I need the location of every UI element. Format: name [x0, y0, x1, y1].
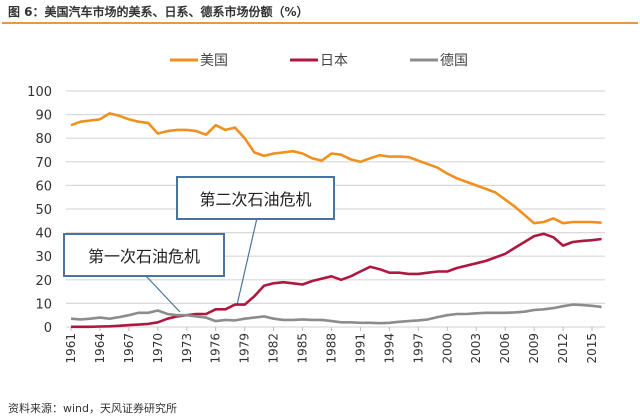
- x-tick-label: 1964: [93, 333, 107, 364]
- y-tick-label: 50: [35, 203, 52, 218]
- y-tick-label: 100: [27, 85, 52, 100]
- x-tick-label: 1967: [122, 333, 136, 364]
- y-tick-label: 0: [44, 321, 52, 336]
- x-tick-label: 1976: [209, 333, 223, 364]
- x-tick-label: 2012: [556, 333, 570, 364]
- x-tick-label: 1973: [180, 333, 194, 364]
- x-tick-label: 2006: [498, 333, 512, 364]
- y-tick-label: 40: [35, 227, 52, 242]
- x-tick-label: 1979: [238, 333, 252, 364]
- line-chart: 0 10 20 30 40 50 60 70 80 90 100 1961 1964 1967 1970 19…: [27, 53, 605, 364]
- x-tick-label: 2003: [469, 333, 483, 364]
- annotation-first-oil-crisis: 第一次石油危机: [63, 233, 225, 277]
- series-line-1: [70, 112, 602, 225]
- y-tick-label: 10: [35, 297, 52, 312]
- legend-label: 美国: [200, 53, 228, 69]
- x-tick-label: 1970: [151, 333, 165, 364]
- x-tick-label: 1961: [64, 333, 78, 364]
- series-line-2: [71, 232, 602, 329]
- x-tick-label: 2009: [527, 333, 541, 364]
- x-tick-label: 1982: [267, 333, 281, 364]
- callout-pointer: [236, 217, 258, 306]
- y-tick-label: 90: [35, 109, 52, 124]
- annotation-second-oil-crisis: 第二次石油危机: [176, 176, 335, 220]
- title-divider: [2, 22, 638, 24]
- y-tick-label: 60: [35, 179, 52, 194]
- callout-pointer: [144, 274, 181, 313]
- y-tick-label: 80: [35, 132, 52, 147]
- x-tick-label: 1988: [325, 333, 339, 364]
- x-tick-label: 2015: [585, 333, 599, 364]
- y-tick-label: 70: [35, 156, 52, 171]
- series-line-3: [70, 303, 602, 325]
- y-tick-label: 20: [35, 274, 52, 289]
- x-tick-label: 1985: [296, 333, 310, 364]
- x-tick-label: 1994: [382, 333, 396, 364]
- x-tick-label: 1997: [411, 333, 425, 364]
- x-tick-label: 2000: [440, 333, 454, 364]
- legend-label: 德国: [440, 53, 468, 69]
- figure-title: 图 6：美国汽车市场的美系、日系、德系市场份额（%）: [8, 5, 309, 19]
- x-tick-label: 1991: [353, 333, 367, 364]
- source-note: 资料来源：wind，天风证券研究所: [8, 402, 178, 415]
- legend-label: 日本: [320, 53, 348, 69]
- y-tick-label: 30: [35, 250, 52, 265]
